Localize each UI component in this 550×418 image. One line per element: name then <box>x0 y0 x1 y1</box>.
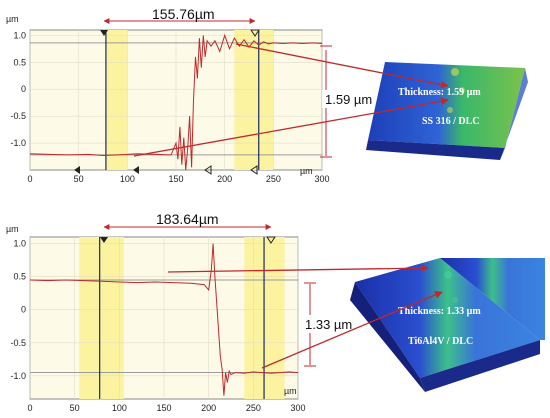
x-tick-label: 250 <box>266 174 281 184</box>
cursor-lines <box>99 237 265 399</box>
x-tick-label: 100 <box>112 403 127 413</box>
specimen-3d-image: Thickness: 1.33 µm Ti6Al4V / DLC <box>350 258 545 392</box>
x-tick-label: 0 <box>27 403 32 413</box>
profile-trace <box>29 243 299 396</box>
highlight-band-0 <box>105 30 128 170</box>
step-measurement-label: 1.59 µm <box>325 92 372 107</box>
width-measurement-label: 183.64µm <box>156 211 219 227</box>
highlight-band-0 <box>79 237 124 399</box>
annotation-arrow-upper <box>235 43 449 89</box>
y-unit-label: µm <box>6 14 19 24</box>
specimen-3d-image: Thickness: 1.59 µm SS 316 / DLC <box>366 62 528 160</box>
x-tick-label: 200 <box>217 174 232 184</box>
y-tick-label: -0.5 <box>10 338 26 348</box>
annotation-arrow-upper <box>167 264 429 273</box>
width-measurement-label: 155.76µm <box>152 6 215 22</box>
annotation-arrow-lower <box>261 291 443 369</box>
x-tick-label: 300 <box>290 403 305 413</box>
x-tick-label: 150 <box>156 403 171 413</box>
x-marker-d <box>250 165 258 175</box>
x-marker-c <box>204 165 212 175</box>
cursor-marker-right <box>266 236 276 244</box>
highlight-band-1 <box>234 30 274 170</box>
specimen-thickness-label: Thickness: 1.33 µm <box>398 306 481 317</box>
annotation-arrow-lower <box>133 97 449 157</box>
profile-trace <box>29 33 323 171</box>
y-tick-labels: 1.0 0.5 0 -0.5 -1.0 <box>10 30 26 148</box>
x-tick-label: 100 <box>120 174 135 184</box>
specimen-thickness-label: Thickness: 1.59 µm <box>398 87 481 98</box>
x-marker-b <box>133 166 139 174</box>
y-tick-label: 0.5 <box>13 57 26 67</box>
x-unit-label: µm <box>284 386 297 396</box>
profile-chart-ti6al4v: 1.0 0.5 0 -0.5 -1.0 0 50 100 150 200 250 300 µm µm… <box>6 211 545 413</box>
x-tick-label: 200 <box>201 403 216 413</box>
cursor-marker-right <box>250 29 260 37</box>
y-tick-label: 1.0 <box>13 239 26 249</box>
cursor-marker-left <box>100 237 108 243</box>
y-tick-labels: 1.0 0.5 0 -0.5 -1.0 <box>10 239 26 381</box>
y-tick-label: 0.5 <box>13 272 26 282</box>
x-tick-label: 50 <box>70 403 80 413</box>
x-tick-label: 50 <box>74 174 84 184</box>
cursor-marker-left <box>100 30 108 36</box>
x-unit-label: µm <box>300 166 313 176</box>
x-tick-label: 150 <box>168 174 183 184</box>
specimen-material-label: SS 316 / DLC <box>422 116 480 127</box>
x-marker-a <box>74 166 80 174</box>
x-tick-labels: 0 50 100 150 200 250 300 <box>27 174 329 184</box>
highlight-bands <box>105 30 274 170</box>
grid-lines <box>29 237 299 399</box>
specimen-material-label: Ti6Al4V / DLC <box>408 336 473 347</box>
profile-chart-ss316: 1.0 0.5 0 -0.5 -1.0 0 50 100 150 200 250 300 µm µm… <box>6 6 528 184</box>
x-tick-labels: 0 50 100 150 200 250 300 <box>27 403 305 413</box>
y-tick-label: 0 <box>21 84 26 94</box>
y-tick-label: 0 <box>21 305 26 315</box>
y-tick-label: 1.0 <box>13 30 26 40</box>
cursor-lines <box>105 30 260 170</box>
x-tick-label: 300 <box>314 174 329 184</box>
grid-lines <box>29 30 323 170</box>
x-tick-label: 250 <box>246 403 261 413</box>
step-measurement-label: 1.33 µm <box>305 317 352 332</box>
y-unit-label: µm <box>6 224 19 234</box>
y-tick-label: -0.5 <box>10 111 26 121</box>
y-tick-label: -1.0 <box>10 138 26 148</box>
x-tick-label: 0 <box>27 174 32 184</box>
step-label-bg <box>322 90 374 108</box>
step-label-bg <box>302 315 356 333</box>
y-tick-label: -1.0 <box>10 371 26 381</box>
